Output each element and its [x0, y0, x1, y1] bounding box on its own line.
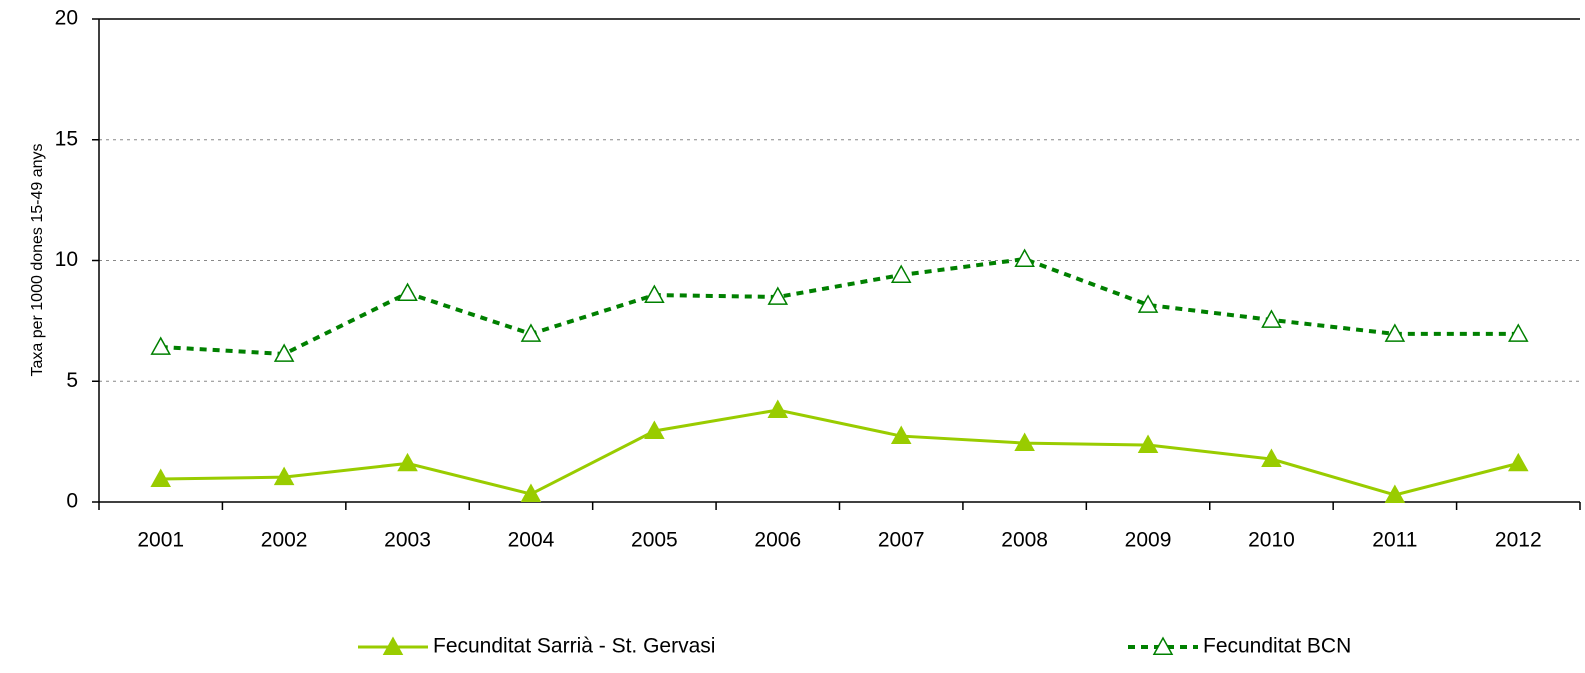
- legend-marker: [382, 636, 404, 655]
- marker: [1508, 323, 1529, 342]
- y-tick-label: 20: [55, 7, 78, 30]
- marker: [1137, 434, 1159, 453]
- marker: [1261, 309, 1282, 328]
- y-axis-label: Taxa per 1000 dones 15-49 anys: [29, 143, 46, 376]
- marker: [397, 282, 418, 302]
- marker: [520, 483, 542, 502]
- x-tick-label: 2002: [261, 529, 308, 552]
- marker: [1384, 323, 1406, 342]
- marker: [150, 336, 171, 355]
- y-tick-label: 0: [66, 490, 78, 513]
- marker: [890, 425, 912, 445]
- marker: [1508, 452, 1529, 472]
- marker: [644, 420, 665, 439]
- x-tick-label: 2009: [1125, 529, 1172, 552]
- x-tick-label: 2012: [1495, 529, 1542, 552]
- x-tick-label: 2003: [384, 529, 431, 552]
- marker: [644, 284, 665, 303]
- marker: [520, 323, 542, 342]
- x-tick-label: 2005: [631, 529, 678, 552]
- x-tick-label: 2006: [754, 529, 801, 552]
- legend-label: Fecunditat BCN: [1203, 635, 1351, 658]
- marker: [1137, 294, 1159, 313]
- marker: [1384, 484, 1406, 503]
- x-tick-label: 2001: [137, 529, 184, 552]
- marker: [1014, 248, 1035, 268]
- marker: [397, 452, 418, 472]
- marker: [1261, 448, 1282, 467]
- series-line: [160, 408, 1519, 497]
- x-tick-label: 2010: [1248, 529, 1295, 552]
- x-tick-label: 2007: [878, 529, 925, 552]
- marker: [890, 264, 912, 283]
- y-tick-label: 15: [55, 127, 78, 150]
- series-line: [160, 257, 1519, 356]
- marker: [767, 286, 789, 305]
- marker: [1014, 432, 1035, 452]
- y-tick-label: 5: [66, 369, 78, 392]
- marker: [273, 343, 295, 362]
- x-tick-label: 2011: [1372, 529, 1417, 552]
- marker: [767, 399, 789, 418]
- marker: [150, 468, 171, 488]
- x-tick-label: 2004: [508, 529, 555, 552]
- legend-label: Fecunditat Sarrià - St. Gervasi: [433, 635, 715, 658]
- legend-marker: [1152, 636, 1174, 655]
- y-tick-label: 10: [55, 248, 78, 271]
- x-tick-label: 2008: [1001, 529, 1048, 552]
- marker: [273, 466, 295, 486]
